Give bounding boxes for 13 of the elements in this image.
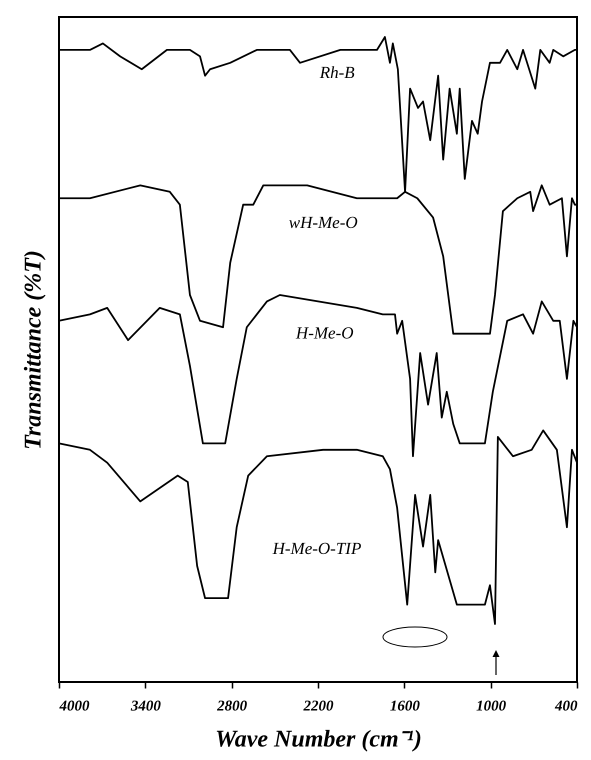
x-tick-label: 4000	[58, 698, 90, 714]
text: H-Me-O-TIP	[272, 539, 362, 558]
y-axis-title: Transmittance (%T)	[20, 250, 46, 450]
x-tick-label: 1600	[390, 698, 420, 714]
x-tick-label: 2200	[302, 698, 334, 714]
x-tick-label: 1000	[476, 698, 507, 714]
x-tick-label: 3400	[130, 698, 162, 714]
x-tick-label: 2800	[216, 698, 248, 714]
series-label: wH-Me-O	[288, 213, 358, 232]
x-axis-title: Wave Number (cm⁻¹)	[215, 726, 422, 752]
series-label: Rh-B	[318, 62, 356, 82]
x-tick-label: 400	[554, 698, 578, 714]
series-label: H-Me-O	[294, 324, 354, 343]
